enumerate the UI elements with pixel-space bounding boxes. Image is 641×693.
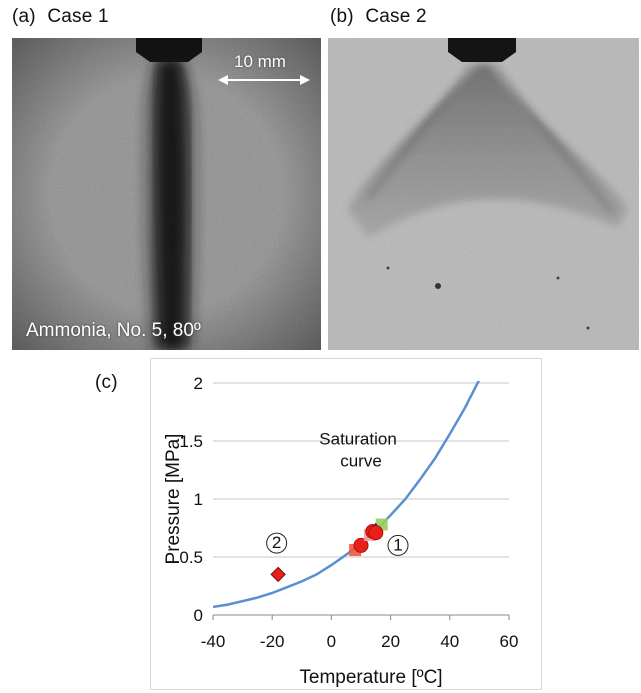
x-tick-label: 20	[381, 632, 400, 651]
y-tick-label: 1	[194, 490, 203, 509]
saturation-curve-line	[213, 381, 481, 609]
photo-case-2	[328, 38, 639, 350]
data-point-circle	[353, 537, 369, 553]
panel-a-label: (a)	[12, 6, 36, 27]
data-point-circle	[368, 525, 384, 541]
annotation-1-ring	[387, 534, 409, 556]
chart-svg: 0 0.5 1 1.5 2 -40 -20 0 20 40 60 Temperature [ºC] Pr…	[150, 358, 542, 690]
x-tick-label: 0	[327, 632, 336, 651]
panel-b-title: Case 2	[365, 6, 427, 27]
y-tick-label: 2	[194, 374, 203, 393]
x-tick-label: -40	[201, 632, 226, 651]
y-tick-label: 0	[194, 606, 203, 625]
y-axis-title: Pressure [MPa]	[163, 434, 184, 565]
curve-label-line1: Saturation	[319, 430, 397, 449]
y-tick-label: 1.5	[179, 432, 203, 451]
curve-label-line2: curve	[340, 452, 382, 471]
panel-b-label: (b)	[330, 6, 354, 27]
x-tick-label: 60	[500, 632, 519, 651]
scale-bar-label: 10 mm	[234, 52, 286, 71]
panel-a-title: Case 1	[47, 6, 109, 27]
data-point-diamond	[270, 566, 286, 583]
y-tick-label: 0.5	[179, 548, 203, 567]
chart-frame: 0 0.5 1 1.5 2 -40 -20 0 20 40 60 Temperature [ºC] Pr…	[150, 358, 542, 690]
panel-b-heading: (b) Case 2	[330, 6, 427, 28]
x-tick-label: 40	[440, 632, 459, 651]
annotation-2: 2	[272, 533, 281, 552]
photo-case-1: 10 mm Ammonia, No. 5, 80º	[12, 38, 321, 350]
annotation-1: 1	[393, 535, 402, 554]
annotation-2-ring	[266, 532, 288, 554]
panel-a-heading: (a) Case 1	[12, 6, 109, 28]
panel-c-label: (c)	[95, 372, 118, 393]
x-tick-label: -20	[260, 632, 285, 651]
x-axis-title: Temperature [ºC]	[299, 667, 442, 688]
photo-caption: Ammonia, No. 5, 80º	[26, 320, 201, 341]
